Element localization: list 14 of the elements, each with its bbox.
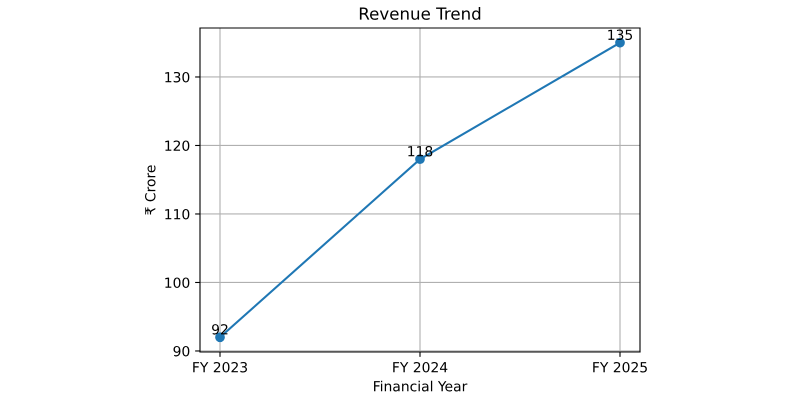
y-tick-label: 110 — [165, 208, 190, 220]
data-label: 92 — [212, 324, 228, 335]
chart-title: Revenue Trend — [360, 7, 480, 20]
data-label: 118 — [408, 146, 432, 156]
x-tick-label: FY 2024 — [393, 362, 448, 372]
x-axis-title: Financial Year — [374, 380, 468, 392]
y-tick-label: 120 — [165, 140, 190, 151]
y-tick-label: 130 — [165, 72, 190, 82]
data-label: 135 — [608, 30, 632, 40]
y-tick-label: 100 — [165, 277, 190, 288]
x-tick-label: FY 2023 — [193, 362, 248, 372]
y-axis-title: ₹ Crore — [145, 165, 156, 215]
y-tick-label: 90 — [173, 346, 190, 356]
x-tick-label: FY 2025 — [593, 362, 647, 372]
